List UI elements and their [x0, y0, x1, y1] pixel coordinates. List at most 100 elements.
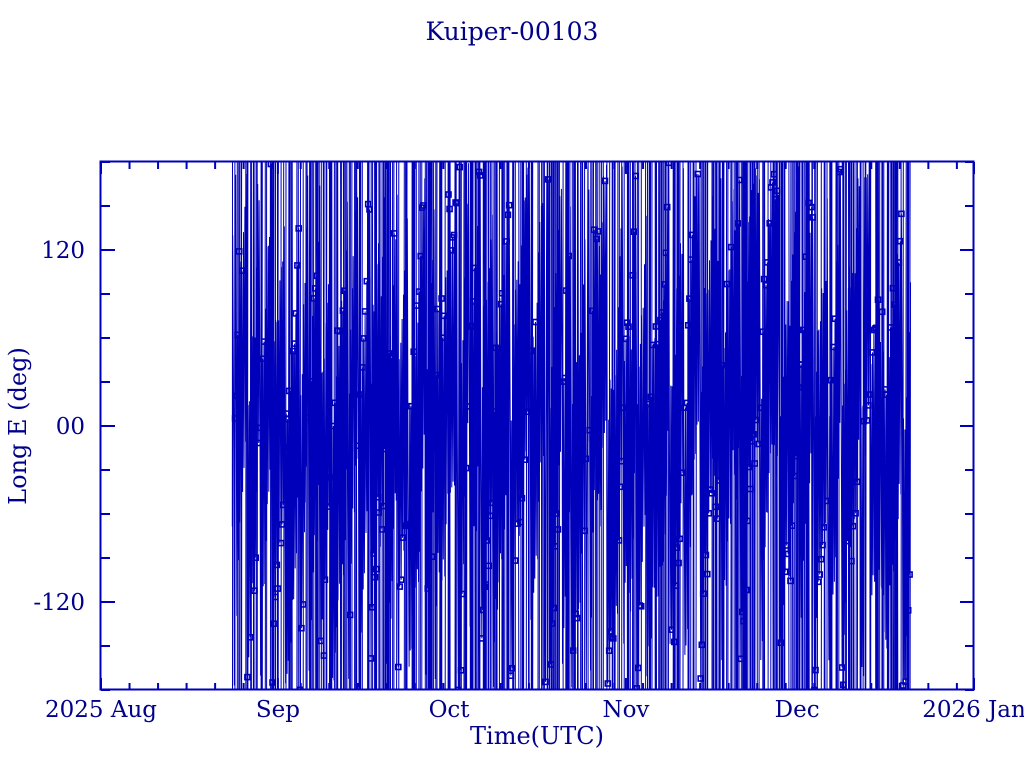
data-point-marker	[707, 486, 714, 493]
data-point-marker	[278, 521, 286, 528]
data-point-marker	[379, 502, 387, 510]
data-point-marker	[542, 678, 549, 686]
data-point-marker	[471, 264, 478, 272]
data-point-marker	[325, 503, 333, 510]
data-point-marker	[453, 199, 461, 207]
data-point-marker	[469, 298, 477, 305]
data-point-marker	[795, 384, 803, 391]
data-point-marker	[719, 361, 727, 369]
data-point-marker	[273, 561, 281, 569]
data-point-marker	[712, 503, 720, 511]
data-point-marker	[812, 666, 819, 674]
data-point-marker	[305, 414, 312, 422]
data-point-marker	[356, 391, 364, 398]
data-point-marker	[290, 347, 297, 355]
data-point-marker	[252, 554, 259, 562]
data-point-marker	[518, 494, 526, 502]
data-point-marker	[498, 289, 506, 297]
data-point-marker	[424, 585, 432, 592]
data-point-marker	[838, 664, 846, 671]
data-point-marker	[633, 685, 641, 690]
data-point-marker	[755, 440, 763, 448]
data-point-marker	[896, 237, 904, 245]
data-point-marker	[524, 408, 531, 416]
data-point-marker	[751, 460, 759, 467]
data-point-marker	[440, 312, 448, 320]
data-point-marker	[439, 334, 447, 342]
y-tick-label: 120	[41, 238, 85, 264]
data-point-marker	[232, 392, 240, 400]
data-point-marker	[777, 639, 785, 647]
data-point-marker	[657, 316, 664, 324]
x-tick-label: Nov	[602, 697, 649, 723]
data-point-marker	[312, 285, 319, 292]
data-point-marker	[662, 249, 670, 257]
data-point-marker	[629, 271, 637, 279]
data-point-marker	[748, 437, 756, 445]
data-point-marker	[407, 402, 415, 410]
data-point-marker	[763, 259, 771, 266]
data-point-marker	[634, 664, 642, 672]
data-point-marker	[478, 635, 486, 642]
data-point-marker	[823, 497, 831, 505]
data-point-marker	[670, 638, 678, 646]
data-point-marker	[625, 323, 632, 331]
data-point-marker	[788, 522, 796, 530]
data-point-marker	[647, 393, 655, 401]
data-point-marker	[830, 343, 838, 351]
data-point-marker	[605, 647, 613, 655]
data-point-marker	[760, 275, 768, 283]
data-point-marker	[895, 259, 903, 266]
data-point-marker	[346, 611, 354, 619]
data-point-marker	[456, 163, 464, 171]
data-point-marker	[462, 464, 470, 472]
series-markers	[231, 162, 913, 690]
data-point-marker	[866, 391, 874, 398]
data-point-marker	[561, 374, 569, 382]
data-point-marker	[608, 633, 616, 641]
data-point-marker	[255, 439, 263, 447]
y-tick-label: -120	[33, 590, 85, 616]
data-point-marker	[816, 571, 824, 578]
data-point-marker	[820, 523, 828, 531]
data-point-marker	[341, 287, 349, 295]
data-point-marker	[814, 578, 822, 586]
data-point-marker	[526, 384, 534, 392]
data-point-marker	[458, 590, 466, 598]
data-point-marker	[490, 408, 498, 415]
data-point-marker	[553, 510, 560, 517]
data-point-marker	[762, 281, 770, 289]
data-point-marker	[292, 310, 300, 317]
data-point-marker	[759, 328, 767, 336]
data-point-marker	[511, 557, 519, 564]
data-point-marker	[381, 445, 388, 453]
data-point-marker	[772, 195, 779, 203]
data-point-marker	[632, 172, 639, 180]
data-point-marker	[554, 526, 562, 533]
data-point-marker	[368, 603, 376, 611]
data-point-marker	[432, 371, 440, 379]
data-point-marker	[298, 624, 305, 632]
data-point-marker	[339, 307, 347, 315]
data-point-marker	[849, 522, 857, 530]
data-point-marker	[844, 537, 851, 545]
data-point-marker	[699, 590, 707, 598]
data-point-marker	[837, 165, 844, 173]
data-point-marker	[582, 455, 590, 463]
data-point-marker	[734, 220, 742, 227]
x-axis-title: Time(UTC)	[470, 722, 604, 750]
data-point-marker	[654, 340, 662, 348]
data-point-marker	[528, 347, 535, 355]
x-tick-labels: 2025 Aug Sep Oct Nov Dec 2026 Jan	[45, 697, 1024, 723]
data-point-marker	[749, 430, 757, 438]
data-point-marker	[447, 247, 455, 254]
data-point-marker	[294, 262, 301, 269]
data-point-marker	[479, 606, 487, 614]
data-point-marker	[630, 228, 638, 235]
data-point-marker	[679, 469, 687, 477]
data-point-marker	[281, 443, 289, 451]
data-point-marker	[589, 307, 596, 315]
data-point-marker	[270, 620, 277, 628]
